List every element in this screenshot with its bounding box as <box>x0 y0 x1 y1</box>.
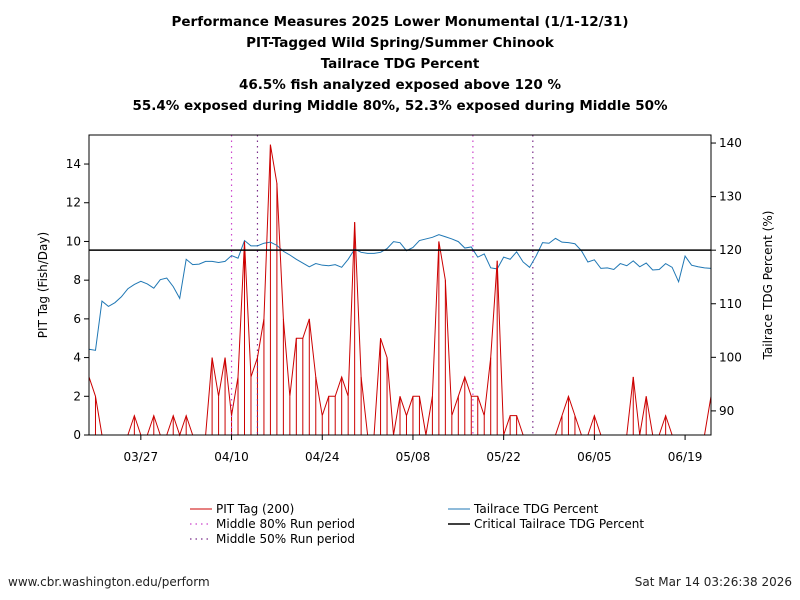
plot-frame <box>88 134 712 436</box>
source-url: www.cbr.washington.edu/perform <box>8 575 210 589</box>
y-left-tick-label: 4 <box>73 351 81 365</box>
y-right-axis-title: Tailrace TDG Percent (%) <box>761 211 775 361</box>
y-right-tick-label: 130 <box>719 190 742 204</box>
tdg-series-line <box>88 234 712 351</box>
y-right-tick-label: 90 <box>719 404 734 418</box>
chart-title-block: Performance Measures 2025 Lower Monument… <box>0 12 800 117</box>
render-timestamp: Sat Mar 14 03:26:38 2026 <box>634 575 792 589</box>
y-left-tick-label: 10 <box>66 234 81 248</box>
x-tick-label: 05/08 <box>396 450 431 464</box>
legend-critical-label: Critical Tailrace TDG Percent <box>474 517 644 531</box>
x-tick-label: 04/24 <box>305 450 340 464</box>
legend-middle-50-label: Middle 50% Run period <box>216 532 355 546</box>
y-right-tick-label: 100 <box>719 350 742 364</box>
y-left-tick-label: 0 <box>73 428 81 442</box>
y-right-tick-label: 110 <box>719 297 742 311</box>
y-right-tick-label: 140 <box>719 136 742 150</box>
x-tick-label: 06/19 <box>668 450 703 464</box>
y-left-tick-label: 12 <box>66 196 81 210</box>
chart-subtitle-middle-periods: 55.4% exposed during Middle 80%, 52.3% e… <box>132 98 668 114</box>
y-left-tick-label: 2 <box>73 389 81 403</box>
y-left-axis-title: PIT Tag (Fish/Day) <box>36 232 50 338</box>
y-left-tick-label: 8 <box>73 273 81 287</box>
pit-tag-series-line <box>88 144 712 437</box>
legend-middle-80-label: Middle 80% Run period <box>216 517 355 531</box>
legend-tdg-label: Tailrace TDG Percent <box>473 502 599 516</box>
x-tick-label: 06/05 <box>577 450 612 464</box>
x-tick-label: 05/22 <box>486 450 521 464</box>
chart-title: Performance Measures 2025 Lower Monument… <box>171 14 629 30</box>
chart-subtitle-exposure: 46.5% fish analyzed exposed above 120 % <box>239 77 561 93</box>
chart-subtitle-species: PIT-Tagged Wild Spring/Summer Chinook <box>246 35 554 51</box>
x-tick-label: 03/27 <box>124 450 159 464</box>
y-left-tick-label: 6 <box>73 312 81 326</box>
y-right-tick-label: 120 <box>719 243 742 257</box>
y-left-tick-label: 14 <box>66 157 81 171</box>
chart-subtitle-measure: Tailrace TDG Percent <box>320 56 480 72</box>
x-tick-label: 04/10 <box>214 450 249 464</box>
legend-pit-label: PIT Tag (200) <box>216 502 294 516</box>
